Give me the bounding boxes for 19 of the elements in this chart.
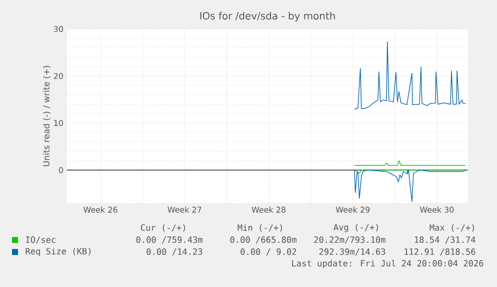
text: 0.00 /759.43m — [136, 236, 202, 244]
legend-label: IO/sec — [26, 236, 56, 244]
legend-label: Req Size (KB) — [26, 248, 90, 256]
text: Cur (-/+) — [140, 224, 186, 232]
text: Last update: Fri Jul 24 20:00:04 2026 — [292, 260, 484, 268]
text: 292.39m/14.63 — [319, 248, 386, 256]
line-series — [354, 41, 466, 110]
text: 0.00 /665.80m — [230, 236, 296, 244]
text: 0.00 /14.23 — [146, 248, 202, 256]
text: Max (-/+) — [430, 224, 474, 232]
line-series — [354, 170, 466, 202]
text: 20.22m/793.10m — [314, 236, 386, 244]
y-axis-title: Units read (-) / write (+) — [42, 66, 50, 166]
text: 112.91 /818.56 — [404, 248, 476, 256]
chart-title: IOs for /dev/sda - by month — [200, 12, 335, 22]
text: Avg (-/+) — [334, 224, 378, 232]
text: 18.54 /31.74 — [414, 236, 476, 244]
text: Min (-/+) — [238, 224, 282, 232]
text: 0.00 / 9.02 — [240, 248, 296, 256]
